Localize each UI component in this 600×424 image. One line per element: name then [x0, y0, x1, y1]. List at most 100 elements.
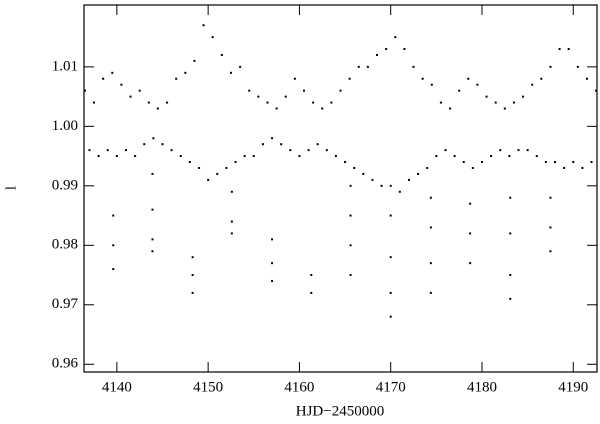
- data-point: [243, 155, 246, 158]
- data-point: [102, 77, 105, 80]
- data-point: [362, 172, 365, 175]
- data-point: [549, 65, 552, 68]
- plot-frame: [83, 4, 598, 373]
- data-point: [298, 155, 301, 158]
- data-point: [184, 71, 187, 74]
- data-point: [471, 166, 474, 169]
- data-point: [544, 161, 547, 164]
- data-point: [112, 244, 115, 247]
- data-point: [407, 178, 410, 181]
- data-point: [248, 89, 251, 92]
- data-point: [467, 77, 470, 80]
- data-point: [134, 155, 137, 158]
- data-point: [339, 89, 342, 92]
- data-point: [458, 89, 461, 92]
- data-point: [330, 101, 333, 104]
- data-point: [179, 155, 182, 158]
- data-point: [129, 95, 132, 98]
- data-point: [426, 166, 429, 169]
- data-point: [115, 155, 118, 158]
- data-point: [462, 161, 465, 164]
- data-point: [348, 77, 351, 80]
- data-point: [581, 166, 584, 169]
- data-point: [590, 161, 593, 164]
- data-point: [261, 143, 264, 146]
- data-point: [349, 184, 352, 187]
- data-point: [357, 65, 360, 68]
- data-point: [106, 149, 109, 152]
- data-point: [143, 143, 146, 146]
- data-point: [334, 155, 337, 158]
- data-point: [398, 190, 401, 193]
- data-point: [421, 77, 424, 80]
- data-point: [349, 214, 352, 217]
- data-point: [585, 77, 588, 80]
- data-point: [389, 291, 392, 294]
- data-point: [151, 238, 154, 241]
- data-point: [284, 95, 287, 98]
- data-point: [435, 155, 438, 158]
- data-point: [512, 101, 515, 104]
- data-point: [151, 250, 154, 253]
- data-point: [429, 226, 432, 229]
- data-point: [198, 166, 201, 169]
- y-axis-label: l: [3, 186, 19, 190]
- data-point: [207, 178, 210, 181]
- data-point: [595, 89, 598, 92]
- data-point: [191, 256, 194, 259]
- data-point: [509, 232, 512, 235]
- data-point: [535, 155, 538, 158]
- data-point: [230, 190, 233, 193]
- data-point: [275, 107, 278, 110]
- data-point: [166, 101, 169, 104]
- data-point: [430, 83, 433, 86]
- data-point: [271, 262, 274, 265]
- data-point: [469, 232, 472, 235]
- data-point: [175, 77, 178, 80]
- data-point: [191, 274, 194, 277]
- data-point: [344, 161, 347, 164]
- data-point: [576, 65, 579, 68]
- data-point: [509, 274, 512, 277]
- data-point: [252, 155, 255, 158]
- data-point: [394, 36, 397, 39]
- data-point: [480, 161, 483, 164]
- data-point: [202, 24, 205, 27]
- data-point: [266, 101, 269, 104]
- data-point: [380, 184, 383, 187]
- x-tick-label: 4160: [284, 379, 314, 395]
- data-point: [509, 297, 512, 300]
- y-tick-label: 0.99: [52, 177, 78, 193]
- data-point: [494, 101, 497, 104]
- data-point: [307, 149, 310, 152]
- data-point: [549, 250, 552, 253]
- data-point: [563, 166, 566, 169]
- data-point: [120, 83, 123, 86]
- data-point: [230, 232, 233, 235]
- data-point: [316, 143, 319, 146]
- x-tick-label: 4190: [558, 379, 588, 395]
- data-point: [280, 143, 283, 146]
- x-tick-label: 4170: [376, 379, 406, 395]
- data-point: [417, 172, 420, 175]
- data-point: [469, 262, 472, 265]
- data-point: [191, 291, 194, 294]
- data-point: [271, 137, 274, 140]
- data-point: [234, 161, 237, 164]
- data-point: [83, 89, 86, 92]
- data-point: [412, 65, 415, 68]
- x-tick-label: 4150: [193, 379, 223, 395]
- data-point: [449, 107, 452, 110]
- data-point: [239, 65, 242, 68]
- data-point: [152, 137, 155, 140]
- data-point: [271, 238, 274, 241]
- data-point: [439, 101, 442, 104]
- data-point: [371, 178, 374, 181]
- data-point: [225, 166, 228, 169]
- data-point: [188, 161, 191, 164]
- data-point: [572, 161, 575, 164]
- data-point: [302, 89, 305, 92]
- x-tick-label: 4180: [467, 379, 497, 395]
- data-point: [216, 172, 219, 175]
